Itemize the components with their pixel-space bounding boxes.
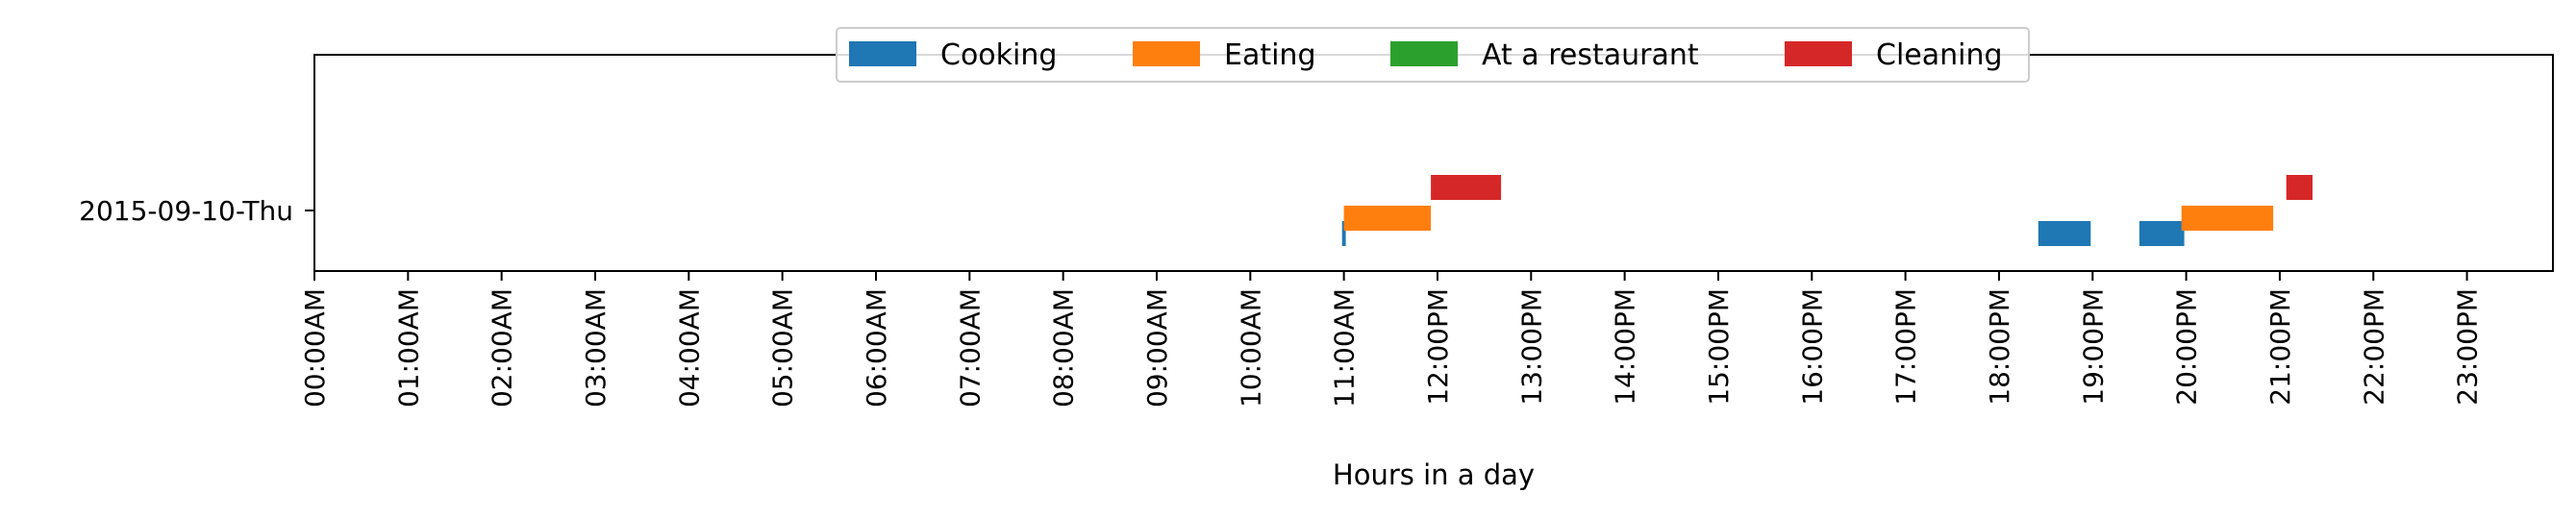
x-tick-label: 16:00PM [1796, 288, 1828, 406]
y-axis: 2015-09-10-Thu [79, 195, 314, 227]
x-tick-label: 19:00PM [2077, 288, 2109, 406]
x-tick-label: 22:00PM [2358, 288, 2389, 406]
legend-label: Eating [1224, 38, 1316, 72]
x-tick-label: 11:00AM [1329, 288, 1361, 408]
x-tick-label: 15:00PM [1703, 288, 1735, 406]
x-tick-label: 14:00PM [1610, 288, 1641, 406]
x-tick-label: 21:00PM [2264, 288, 2296, 406]
bar-eating-0 [1343, 206, 1432, 231]
x-tick-label: 04:00AM [673, 288, 705, 408]
x-tick-label: 09:00AM [1141, 288, 1173, 408]
legend: Cooking Eating At a restaurant Cleaning [836, 27, 2030, 83]
legend-label: Cooking [940, 38, 1057, 72]
x-tick-label: 02:00AM [487, 288, 518, 408]
x-axis: 00:00AM 01:00AM 02:00AM 03:00AM 04:00AM 05:00… [299, 271, 2484, 408]
legend-swatch-eating [1133, 41, 1200, 66]
bar-cooking-1 [2038, 221, 2091, 246]
legend-swatch-cooking [849, 41, 916, 66]
x-tick-label: 23:00PM [2452, 288, 2484, 406]
x-tick-label: 07:00AM [954, 288, 986, 408]
x-tick-label: 12:00PM [1422, 288, 1454, 406]
x-tick-label: 13:00PM [1515, 288, 1547, 406]
x-axis-label: Hours in a day [1333, 458, 1535, 491]
bar-cleaning-1 [2286, 175, 2313, 200]
x-tick-label: 05:00AM [767, 288, 799, 408]
legend-swatch-at-a-restaurant [1390, 41, 1458, 66]
x-tick-label: 00:00AM [299, 288, 331, 408]
x-tick-label: 10:00AM [1235, 288, 1266, 408]
bar-eating-1 [2181, 206, 2274, 231]
bar-cleaning-0 [1431, 175, 1502, 200]
plot-area [314, 55, 2553, 271]
legend-label: At a restaurant [1482, 38, 1699, 72]
x-tick-label: 08:00AM [1048, 288, 1080, 408]
legend-swatch-cleaning [1785, 41, 1852, 66]
legend-label: Cleaning [1876, 38, 2003, 72]
x-tick-label: 18:00PM [1984, 288, 2015, 406]
bars-layer [1341, 175, 2313, 246]
x-tick-label: 01:00AM [392, 288, 424, 408]
x-tick-label: 20:00PM [2171, 288, 2203, 406]
y-tick-label: 2015-09-10-Thu [79, 195, 293, 227]
bar-cooking-0 [1341, 221, 1346, 246]
bar-cooking-2 [2138, 221, 2185, 246]
x-tick-label: 03:00AM [580, 288, 612, 408]
x-tick-label: 06:00AM [861, 288, 892, 408]
x-tick-label: 17:00PM [1890, 288, 1922, 406]
